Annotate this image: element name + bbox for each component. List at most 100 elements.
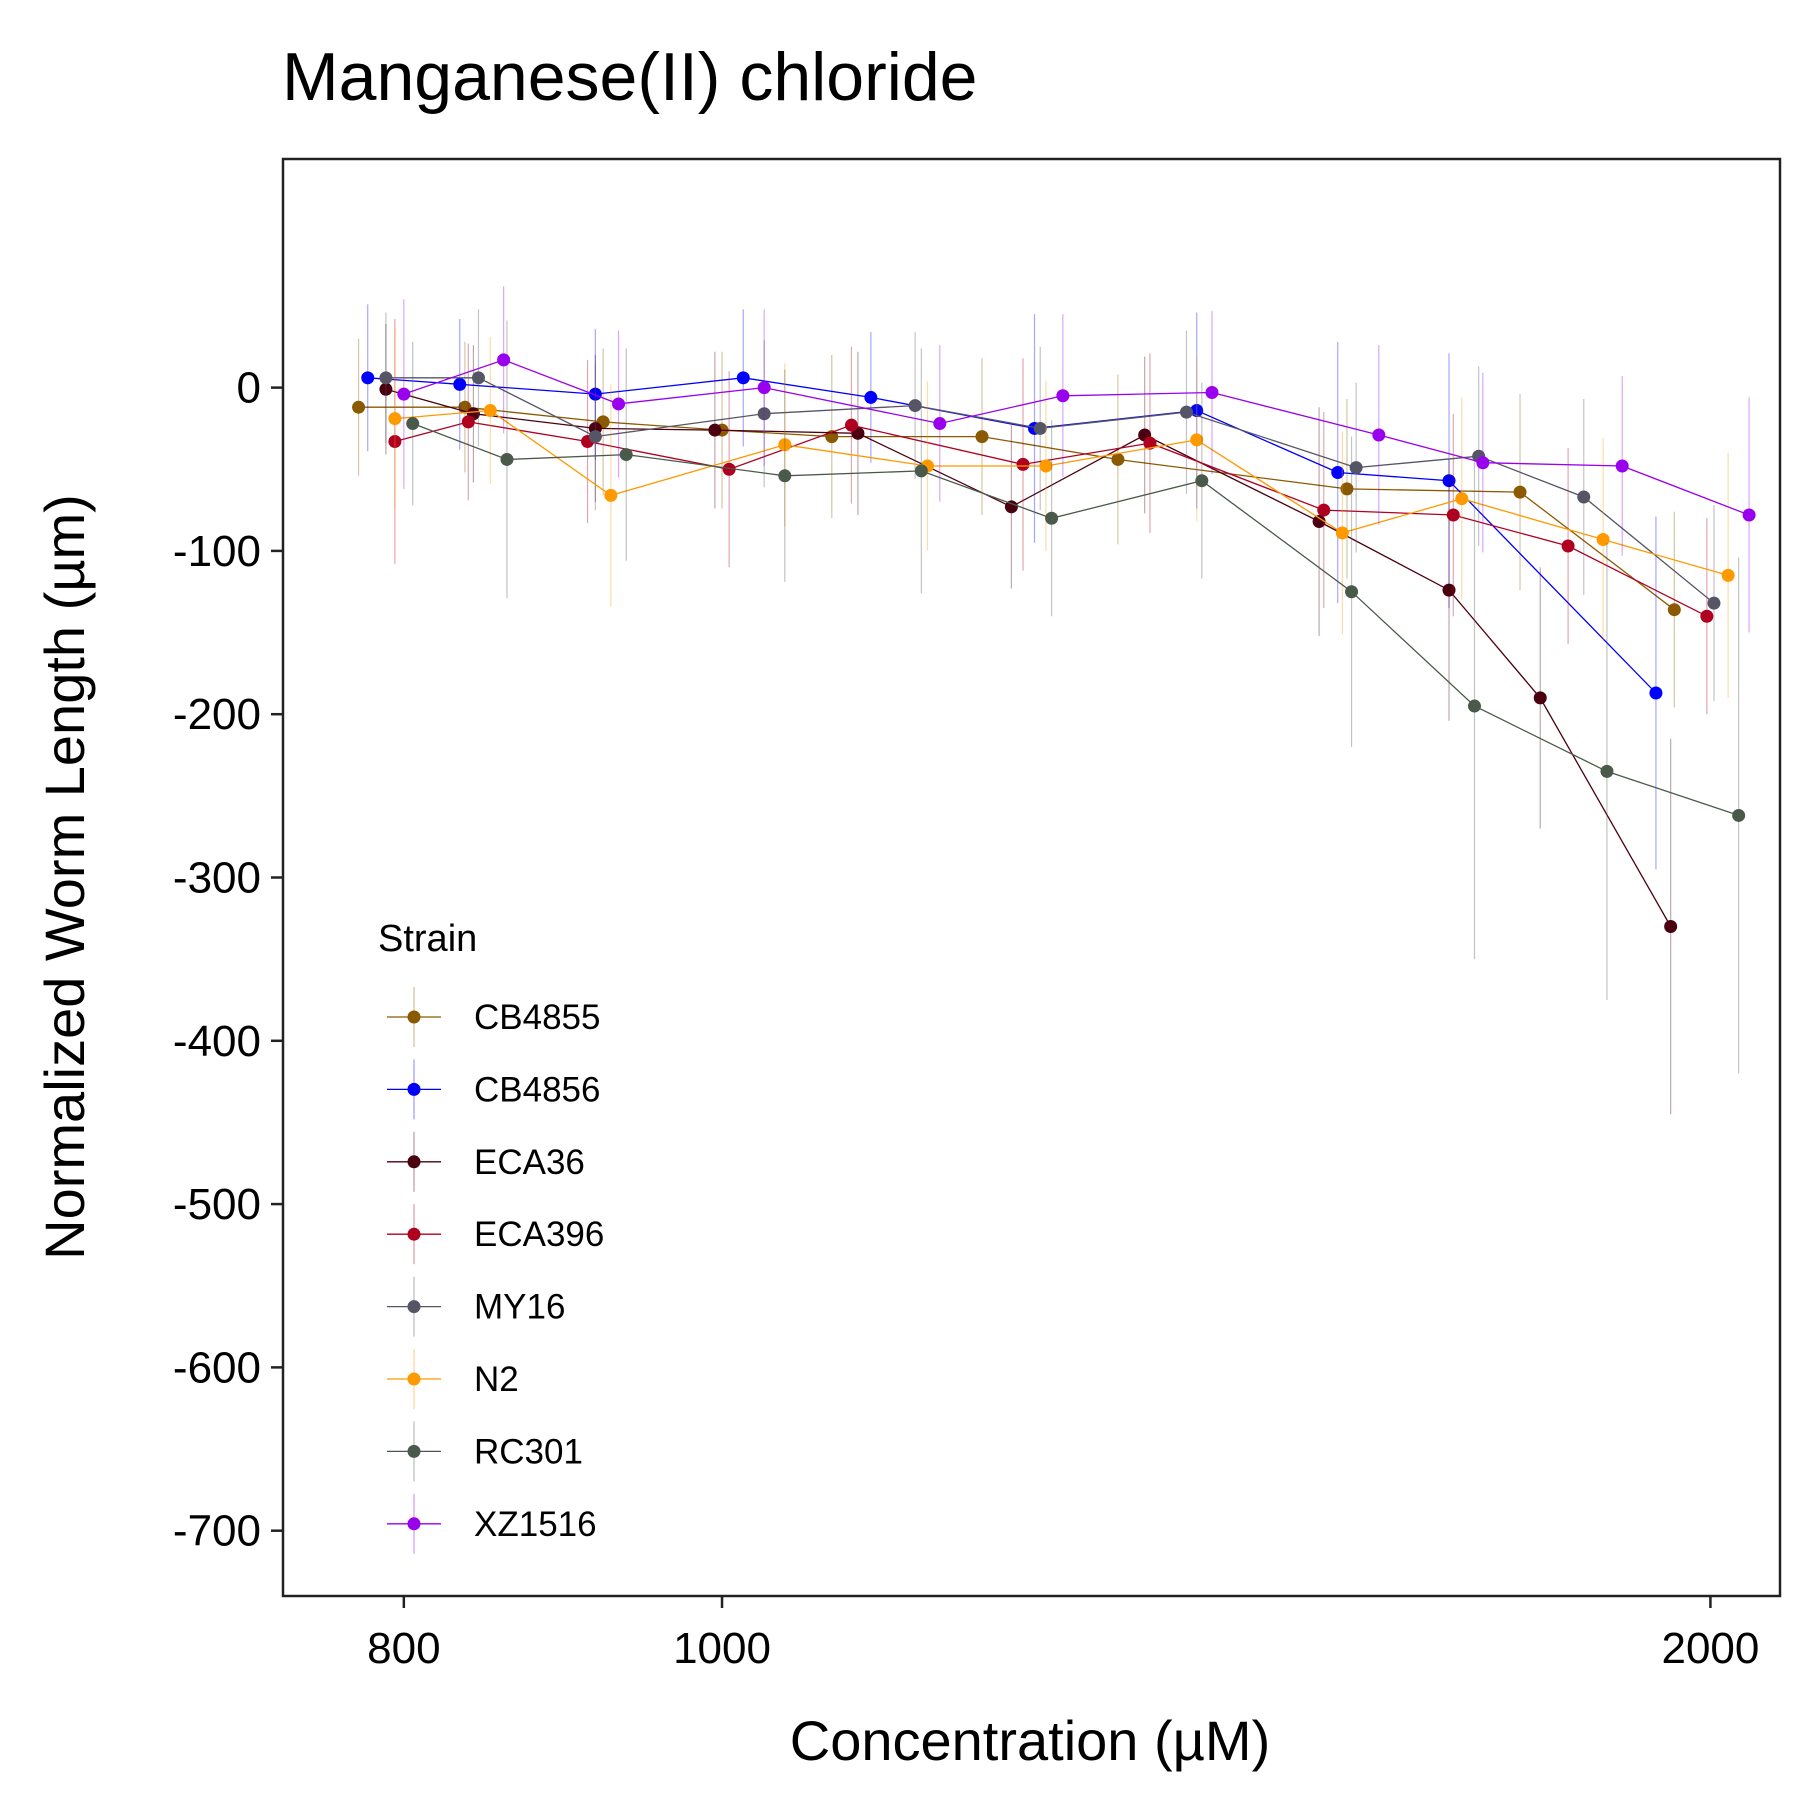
legend-item-cb4855: CB4855	[387, 987, 600, 1047]
data-point	[1664, 919, 1678, 933]
y-tick-label: -200	[173, 690, 261, 739]
data-point	[1476, 456, 1490, 470]
chart-title: Manganese(II) chloride	[282, 39, 977, 115]
data-point	[1345, 585, 1359, 599]
data-point	[1442, 583, 1456, 597]
data-point	[1742, 508, 1756, 522]
data-point	[1111, 452, 1125, 466]
y-tick-label: -300	[173, 854, 261, 903]
data-point	[914, 464, 928, 478]
data-point	[500, 452, 514, 466]
series-eca396	[388, 319, 1714, 715]
data-point	[975, 430, 989, 444]
legend-item-eca396: ECA396	[387, 1204, 604, 1265]
legend-item-eca36: ECA36	[387, 1131, 585, 1192]
y-tick-label: -600	[173, 1343, 261, 1392]
data-point	[1455, 492, 1469, 506]
x-axis: 800 1000 2000	[367, 1596, 1759, 1673]
series-n2	[388, 328, 1735, 698]
data-point	[397, 387, 411, 401]
legend-key-point	[407, 1227, 421, 1241]
legend-key-point	[407, 1444, 421, 1458]
data-point	[778, 469, 792, 483]
y-axis: 0 -100 -200 -300 -400 -500 -600 -700	[173, 364, 283, 1556]
data-point	[1195, 474, 1209, 488]
data-point	[1467, 699, 1481, 713]
series-rc301	[406, 320, 1746, 1074]
x-tick-label: 1000	[673, 1624, 771, 1673]
data-point	[1205, 386, 1219, 400]
legend-label: RC301	[474, 1432, 583, 1471]
legend-label: CB4856	[474, 1070, 600, 1109]
legend-item-rc301: RC301	[387, 1421, 583, 1482]
data-point	[1143, 436, 1157, 450]
data-point	[1340, 482, 1354, 496]
data-point	[1707, 596, 1721, 610]
data-point	[708, 423, 722, 437]
y-tick-label: -700	[173, 1507, 261, 1556]
legend-label: CB4855	[474, 998, 600, 1037]
y-tick-label: -100	[173, 527, 261, 576]
legend-key-point	[407, 1372, 421, 1386]
data-point	[497, 353, 511, 367]
series-layer	[352, 286, 1756, 1115]
data-point	[1649, 686, 1663, 700]
legend-key-point	[407, 1517, 421, 1531]
data-point	[1577, 490, 1591, 504]
legend-key-point	[407, 1155, 421, 1169]
data-point	[619, 448, 633, 462]
data-point	[1615, 459, 1629, 473]
data-point	[1446, 508, 1460, 522]
data-point	[1596, 532, 1610, 546]
series-eca36	[379, 323, 1678, 1115]
legend-label: XZ1516	[474, 1505, 597, 1544]
legend-item-my16: MY16	[387, 1276, 565, 1337]
data-point	[388, 412, 402, 426]
data-point	[1561, 539, 1575, 553]
data-point	[757, 381, 771, 395]
series-xz1516	[397, 286, 1756, 633]
data-point	[612, 397, 626, 411]
series-my16	[379, 309, 1721, 702]
data-point	[361, 371, 375, 385]
data-point	[352, 400, 366, 414]
data-point	[736, 371, 750, 385]
legend: Strain CB4855 CB4856 ECA36 ECA396 MY16 N2 RC30…	[378, 918, 604, 1554]
legend-label: MY16	[474, 1288, 565, 1327]
data-point	[588, 430, 602, 444]
y-tick-label: 0	[237, 364, 261, 413]
data-point	[1700, 609, 1714, 623]
series-line	[385, 388, 1672, 927]
data-point	[1721, 568, 1735, 582]
data-point	[1732, 808, 1746, 822]
data-point	[757, 407, 771, 421]
data-point	[1442, 474, 1456, 488]
x-axis-title: Concentration (µM)	[790, 1709, 1270, 1772]
legend-label: ECA396	[474, 1215, 604, 1254]
y-tick-label: -500	[173, 1180, 261, 1229]
legend-label: ECA36	[474, 1143, 585, 1182]
data-point	[1190, 433, 1204, 447]
data-point	[379, 382, 393, 396]
legend-title: Strain	[378, 918, 477, 960]
x-tick-label: 2000	[1661, 1624, 1759, 1673]
data-point	[1533, 691, 1547, 705]
data-point	[933, 417, 947, 431]
data-point	[1045, 511, 1059, 525]
data-point	[483, 403, 497, 417]
data-point	[1033, 421, 1047, 435]
data-point	[864, 390, 878, 404]
data-point	[1349, 461, 1363, 475]
data-point	[461, 415, 475, 429]
data-point	[778, 438, 792, 452]
data-point	[1004, 500, 1018, 514]
data-point	[1513, 485, 1527, 499]
series-cb4855	[352, 338, 1681, 708]
data-point	[908, 399, 922, 413]
legend-item-n2: N2	[387, 1349, 519, 1409]
data-point	[1331, 466, 1345, 480]
data-point	[1056, 389, 1070, 403]
data-point	[844, 418, 858, 432]
data-point	[722, 462, 736, 476]
